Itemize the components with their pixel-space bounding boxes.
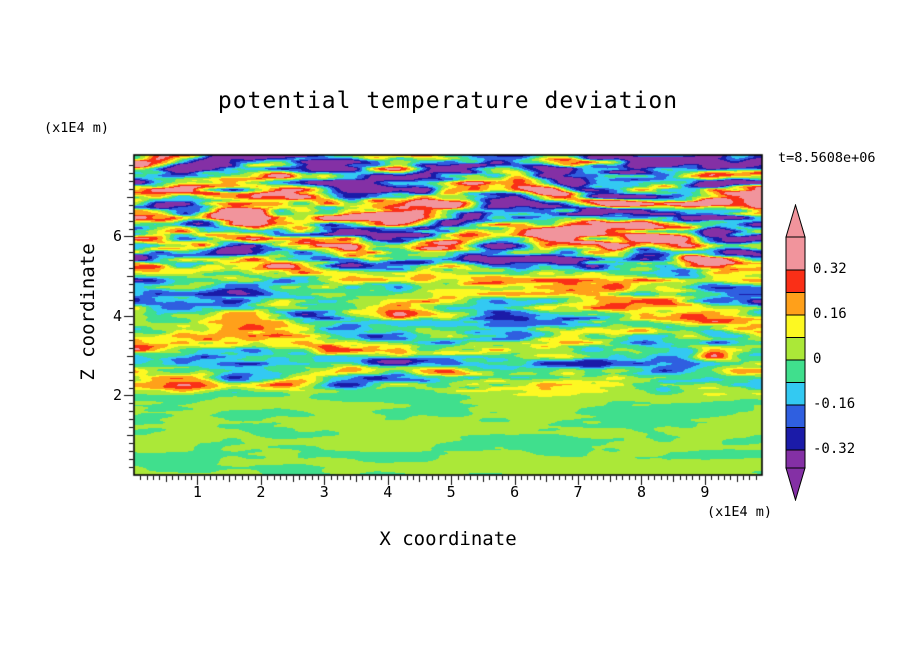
colorbar-segment bbox=[785, 427, 806, 451]
x-tick-label: 6 bbox=[510, 483, 520, 501]
colorbar-segment bbox=[785, 359, 806, 383]
chart-title: potential temperature deviation bbox=[217, 88, 679, 114]
x-axis-label: X coordinate bbox=[379, 528, 517, 550]
colorbar-segment bbox=[785, 292, 806, 316]
x-tick-label: 3 bbox=[319, 483, 329, 501]
colorbar bbox=[785, 203, 807, 505]
timestamp-label: t=8.5608e+06 bbox=[778, 150, 876, 166]
colorbar-tick-label: -0.32 bbox=[813, 441, 856, 457]
colorbar-segment bbox=[785, 449, 806, 469]
colorbar-tick-label: 0 bbox=[813, 351, 822, 367]
x-tick-label: 4 bbox=[383, 483, 393, 501]
colorbar-arrow-down bbox=[785, 467, 806, 502]
colorbar-tick-label: 0.16 bbox=[813, 306, 847, 322]
colorbar-segment bbox=[785, 314, 806, 338]
colorbar-segment bbox=[785, 382, 806, 406]
colorbar-tick-label: 0.32 bbox=[813, 261, 847, 277]
x-axis-units: (x1E4 m) bbox=[706, 504, 772, 520]
colorbar-tick-label: -0.16 bbox=[813, 396, 856, 412]
colorbar-segment bbox=[785, 337, 806, 361]
z-tick-label: 4 bbox=[112, 306, 122, 325]
z-axis-units: (x1E4 m) bbox=[44, 120, 110, 136]
x-tick-label: 2 bbox=[256, 483, 266, 501]
colorbar-arrow-up bbox=[785, 203, 806, 238]
colorbar-segment bbox=[785, 236, 806, 271]
colorbar-svg bbox=[785, 203, 806, 502]
colorbar-segment bbox=[785, 269, 806, 293]
x-tick-label: 8 bbox=[636, 483, 646, 501]
x-tick-label: 1 bbox=[192, 483, 202, 501]
colorbar-segment bbox=[785, 404, 806, 428]
x-tick-label: 5 bbox=[446, 483, 456, 501]
z-tick-label: 6 bbox=[112, 227, 122, 246]
x-tick-label: 7 bbox=[573, 483, 583, 501]
x-tick-label: 9 bbox=[700, 483, 710, 501]
z-tick-label: 2 bbox=[112, 386, 122, 405]
